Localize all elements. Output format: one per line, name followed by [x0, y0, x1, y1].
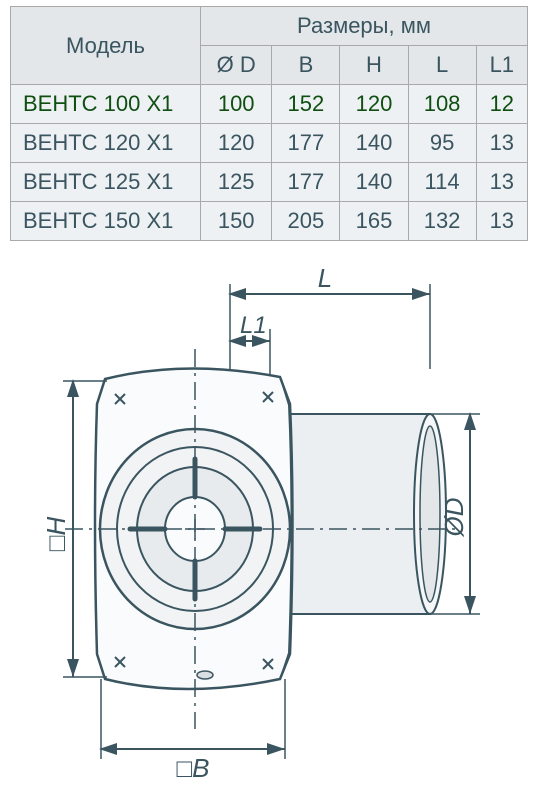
cell-model: ВЕНТС 120 Х1: [11, 124, 201, 163]
cell-d: 125: [201, 163, 272, 202]
col-header-model: Модель: [11, 7, 201, 85]
cell-d: 120: [201, 124, 272, 163]
cell-model: ВЕНТС 150 Х1: [11, 202, 201, 241]
col-header-dims: Размеры, мм: [201, 7, 528, 46]
cell-l: 108: [408, 85, 476, 124]
col-header-l: L: [408, 46, 476, 85]
cell-l1: 12: [476, 85, 527, 124]
table-row: ВЕНТС 125 Х1 125 177 140 114 13: [11, 163, 528, 202]
dim-label-h: □H: [41, 517, 71, 552]
cell-l1: 13: [476, 124, 527, 163]
cell-l: 132: [408, 202, 476, 241]
cell-b: 152: [272, 85, 340, 124]
col-header-h: H: [340, 46, 408, 85]
technical-diagram: L L1: [10, 259, 528, 799]
cell-model: ВЕНТС 125 Х1: [11, 163, 201, 202]
dim-label-d: ØD: [439, 498, 469, 538]
table-row: ВЕНТС 100 Х1 100 152 120 108 12: [11, 85, 528, 124]
table-row: ВЕНТС 120 Х1 120 177 140 95 13: [11, 124, 528, 163]
cell-h: 140: [340, 124, 408, 163]
table-row: ВЕНТС 150 Х1 150 205 165 132 13: [11, 202, 528, 241]
cell-l: 95: [408, 124, 476, 163]
cell-b: 177: [272, 124, 340, 163]
dim-label-l1: L1: [240, 312, 267, 339]
cell-b: 177: [272, 163, 340, 202]
dim-label-b: □B: [176, 753, 209, 783]
cell-model: ВЕНТС 100 Х1: [11, 85, 201, 124]
cell-d: 100: [201, 85, 272, 124]
cell-l: 114: [408, 163, 476, 202]
cell-h: 140: [340, 163, 408, 202]
cell-b: 205: [272, 202, 340, 241]
cell-d: 150: [201, 202, 272, 241]
col-header-b: B: [272, 46, 340, 85]
cell-l1: 13: [476, 163, 527, 202]
cell-h: 120: [340, 85, 408, 124]
dimensions-table: Модель Размеры, мм Ø D B H L L1 ВЕНТС 10…: [10, 6, 528, 241]
cell-l1: 13: [476, 202, 527, 241]
col-header-d: Ø D: [201, 46, 272, 85]
dim-label-l: L: [318, 263, 332, 293]
col-header-l1: L1: [476, 46, 527, 85]
cell-h: 165: [340, 202, 408, 241]
